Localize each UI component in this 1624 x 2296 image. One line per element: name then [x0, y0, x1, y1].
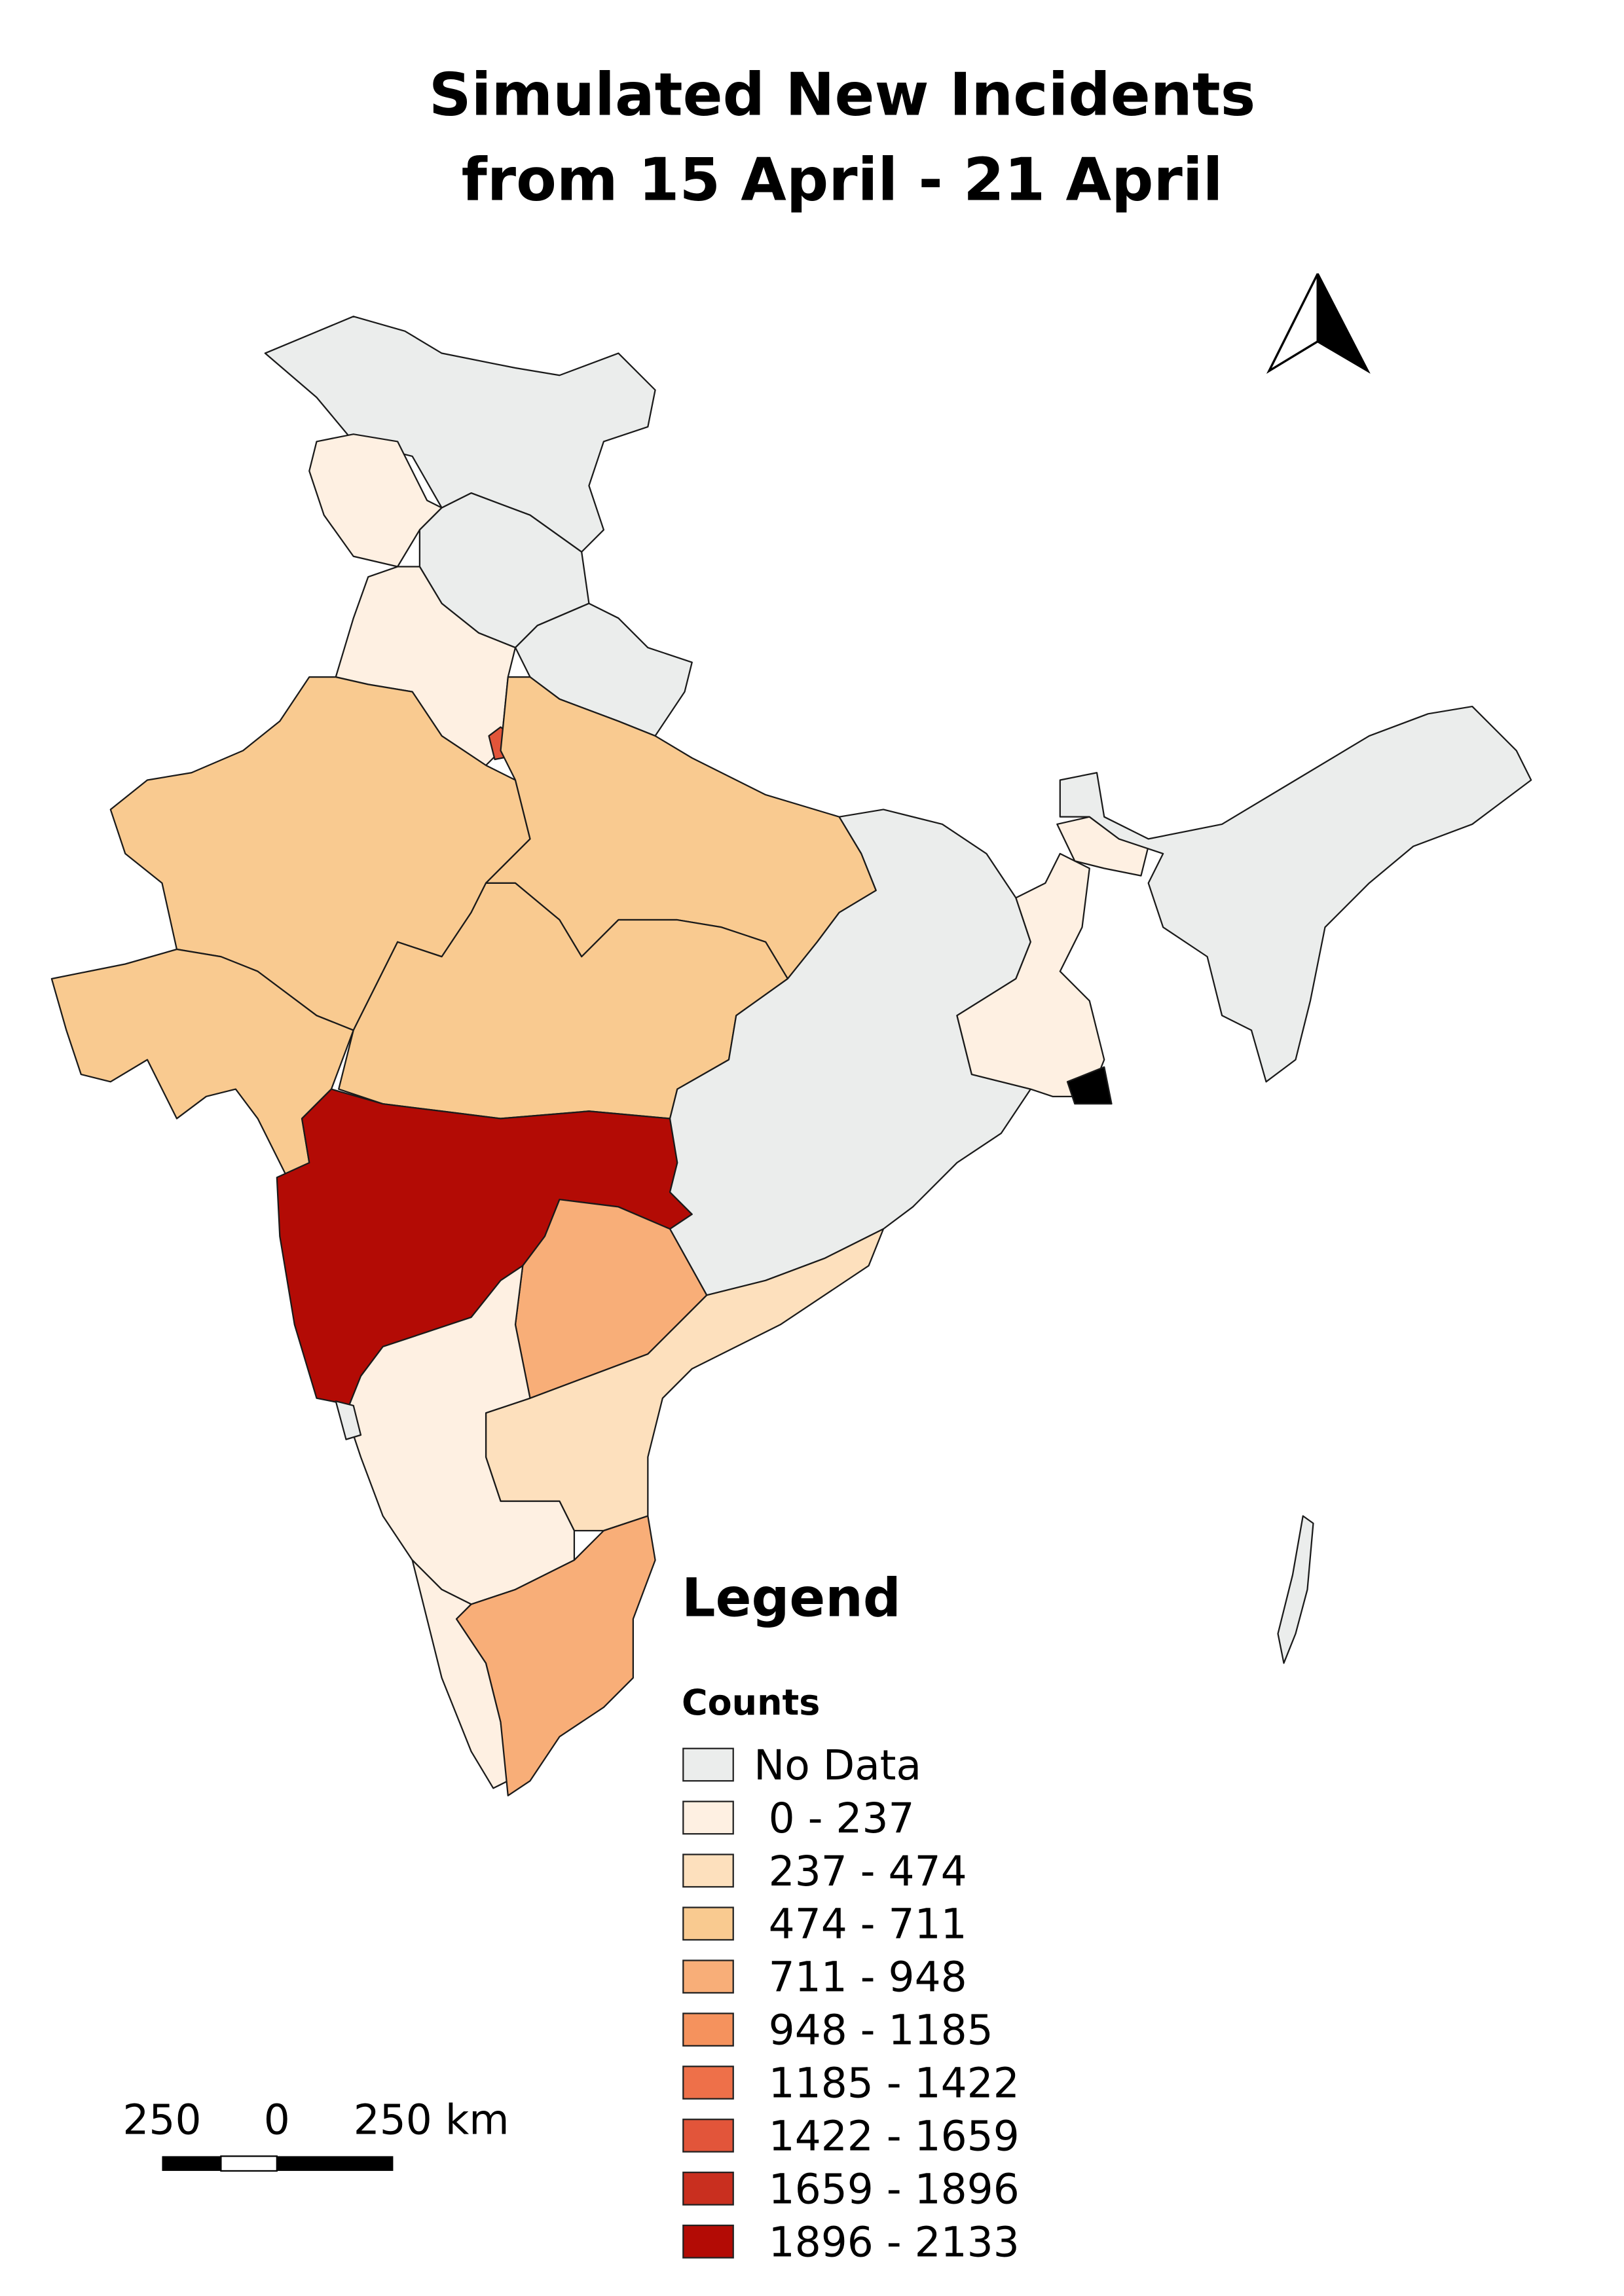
scale-label: 250 km — [354, 2096, 509, 2144]
region — [264, 316, 656, 553]
legend-swatch — [682, 1959, 734, 1994]
legend-swatch — [682, 2119, 734, 2153]
title-line: Simulated New Incidents — [429, 61, 1255, 129]
legend-swatch — [682, 2224, 734, 2259]
north-arrow — [1266, 273, 1371, 374]
legend-label: 474 - 711 — [769, 1901, 967, 1948]
legend-label: 711 - 948 — [769, 1954, 967, 2001]
region — [335, 1400, 362, 1440]
legend-label: 1896 - 2133 — [769, 2218, 1020, 2266]
region — [1059, 705, 1532, 1083]
legend-swatch — [682, 2066, 734, 2100]
india-map — [50, 316, 1532, 1796]
legend-subtitle: Counts — [682, 1682, 820, 1723]
legend-swatch — [682, 1853, 734, 1888]
region — [455, 1515, 656, 1796]
region — [1277, 1515, 1314, 1664]
legend-title: Legend — [682, 1567, 901, 1629]
scale-bar: 250 0 250 km — [122, 2096, 509, 2172]
legend-swatch — [682, 2013, 734, 2047]
legend: Legend Counts No Data 0 - 237 237 - 474 474… — [682, 1567, 1020, 2266]
title-line: from 15 April - 21 April — [462, 147, 1223, 215]
legend-swatch — [682, 1906, 734, 1941]
legend-label: 1659 - 1896 — [769, 2165, 1020, 2213]
scale-label: 0 — [264, 2096, 290, 2144]
region — [669, 809, 1031, 1296]
scale-label: 250 — [122, 2096, 201, 2144]
region — [514, 602, 693, 737]
region — [1066, 1066, 1113, 1105]
legend-label: 0 - 237 — [769, 1795, 915, 1842]
legend-label: 1422 - 1659 — [769, 2112, 1020, 2160]
legend-label: 1185 - 1422 — [769, 2060, 1020, 2107]
legend-swatch — [682, 1747, 734, 1782]
legend-label: 237 - 474 — [769, 1848, 967, 1895]
region — [345, 1265, 576, 1605]
legend-swatch — [682, 1800, 734, 1835]
legend-swatch — [682, 2172, 734, 2206]
legend-label: No Data — [754, 1741, 921, 1789]
legend-label: 948 - 1185 — [769, 2007, 993, 2054]
